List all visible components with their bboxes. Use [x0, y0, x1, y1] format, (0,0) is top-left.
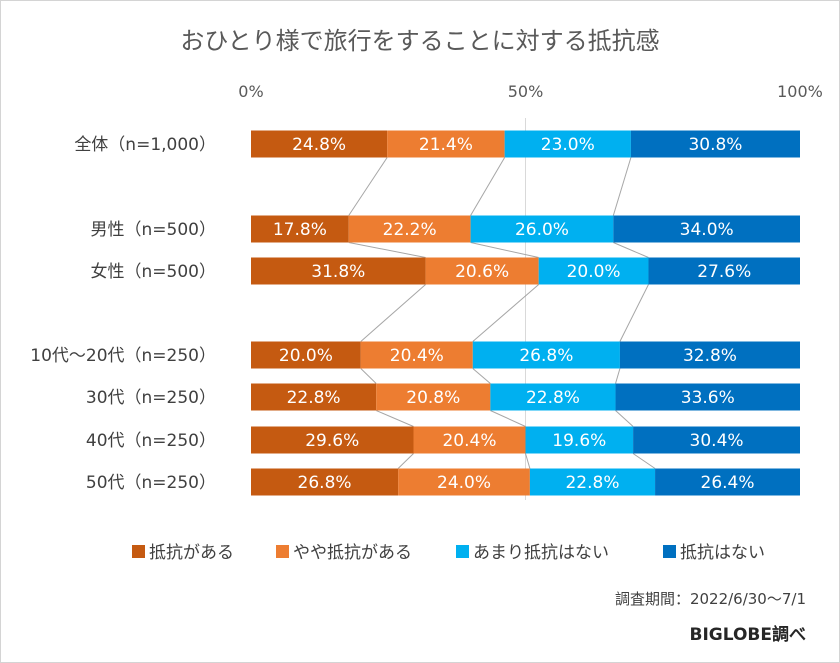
- data-label: 20.4%: [390, 346, 444, 366]
- data-label: 22.8%: [526, 388, 580, 408]
- series-line: [632, 453, 656, 469]
- series-line: [348, 157, 388, 216]
- bar-segment: [348, 215, 471, 243]
- legend-swatch: [276, 545, 289, 558]
- legend-label: 抵抗はない: [680, 543, 765, 563]
- bar-segment: [413, 426, 526, 454]
- data-label: 33.6%: [681, 388, 735, 408]
- category-label: 50代（n=250）: [86, 473, 216, 493]
- bar-segment: [648, 257, 800, 285]
- data-label: 34.0%: [680, 220, 734, 240]
- legend-label: 抵抗がある: [149, 543, 234, 563]
- bar-segment: [251, 341, 361, 369]
- bar-segment: [470, 215, 614, 243]
- survey-period: 調査期間：2022/6/30～7/1: [615, 590, 806, 608]
- data-label: 23.0%: [541, 135, 595, 155]
- category-label: 男性（n=500）: [91, 220, 216, 240]
- legend-label: やや抵抗がある: [293, 543, 412, 563]
- bar-segment: [251, 257, 426, 285]
- bar-segment: [613, 215, 800, 243]
- bar-segment: [251, 426, 414, 454]
- bar-segment: [376, 383, 491, 411]
- bar-segment: [251, 130, 388, 158]
- x-tick-label: 100%: [777, 82, 823, 101]
- series-line: [348, 242, 426, 258]
- data-label: 30.4%: [690, 431, 744, 451]
- bar-segment: [504, 130, 631, 158]
- bar-segment: [525, 426, 634, 454]
- bar-segment: [251, 468, 399, 496]
- category-label: 10代～20代（n=250）: [30, 346, 216, 366]
- series-line: [360, 368, 377, 384]
- series-line: [472, 284, 540, 342]
- data-label: 26.0%: [515, 220, 569, 240]
- bar-segment: [398, 468, 530, 496]
- series-line: [470, 157, 506, 216]
- bar-segment: [387, 130, 505, 158]
- bar-segment: [529, 468, 656, 496]
- x-tick-label: 0%: [238, 82, 263, 101]
- bar-segment: [472, 341, 620, 369]
- bar-segment: [538, 257, 649, 285]
- legend-label: あまり抵抗はない: [473, 543, 609, 563]
- data-label: 29.6%: [305, 431, 359, 451]
- legend-swatch: [663, 545, 676, 558]
- legend-swatch: [456, 545, 469, 558]
- series-line: [613, 242, 649, 258]
- chart-title: おひとり様で旅行をすることに対する抵抗感: [180, 27, 659, 55]
- series-line: [375, 410, 414, 427]
- series-line: [490, 410, 526, 427]
- data-label: 30.8%: [688, 135, 742, 155]
- data-label: 27.6%: [697, 262, 751, 282]
- series-line: [615, 368, 621, 384]
- bar-segment: [615, 383, 800, 411]
- bar-segment: [425, 257, 539, 285]
- data-label: 26.8%: [519, 346, 573, 366]
- series-line: [612, 157, 632, 216]
- data-label: 24.8%: [292, 135, 346, 155]
- bar-segment: [655, 468, 800, 496]
- data-label: 19.6%: [552, 431, 606, 451]
- category-label: 全体（n=1,000）: [74, 135, 216, 155]
- source-credit: BIGLOBE調べ: [690, 624, 807, 645]
- data-label: 17.8%: [273, 220, 327, 240]
- data-label: 20.0%: [567, 262, 621, 282]
- bar-segment: [619, 341, 800, 369]
- data-label: 20.8%: [406, 388, 460, 408]
- bar-segment: [633, 426, 800, 454]
- bar-segment: [251, 215, 349, 243]
- data-label: 20.4%: [442, 431, 496, 451]
- category-label: 女性（n=500）: [91, 262, 216, 282]
- series-line: [619, 284, 649, 342]
- data-label: 20.0%: [279, 346, 333, 366]
- series-line: [615, 410, 634, 427]
- bar-segment: [251, 383, 377, 411]
- data-label: 22.8%: [287, 388, 341, 408]
- data-label: 31.8%: [311, 262, 365, 282]
- category-label: 30代（n=250）: [86, 388, 216, 408]
- data-label: 32.8%: [683, 346, 737, 366]
- x-tick-label: 50%: [508, 82, 544, 101]
- series-line: [360, 284, 426, 342]
- data-label: 24.0%: [437, 473, 491, 493]
- data-label: 21.4%: [419, 135, 473, 155]
- category-label: 40代（n=250）: [86, 431, 216, 451]
- series-line: [470, 242, 539, 258]
- series-line: [397, 453, 414, 469]
- legend-swatch: [132, 545, 145, 558]
- data-label: 22.2%: [383, 220, 437, 240]
- data-label: 20.6%: [455, 262, 509, 282]
- data-label: 22.8%: [565, 473, 619, 493]
- bar-segment: [360, 341, 473, 369]
- series-line: [525, 453, 531, 469]
- data-label: 26.4%: [701, 473, 755, 493]
- data-label: 26.8%: [298, 473, 352, 493]
- bar-segment: [490, 383, 616, 411]
- series-line: [472, 368, 491, 384]
- bar-segment: [630, 130, 800, 158]
